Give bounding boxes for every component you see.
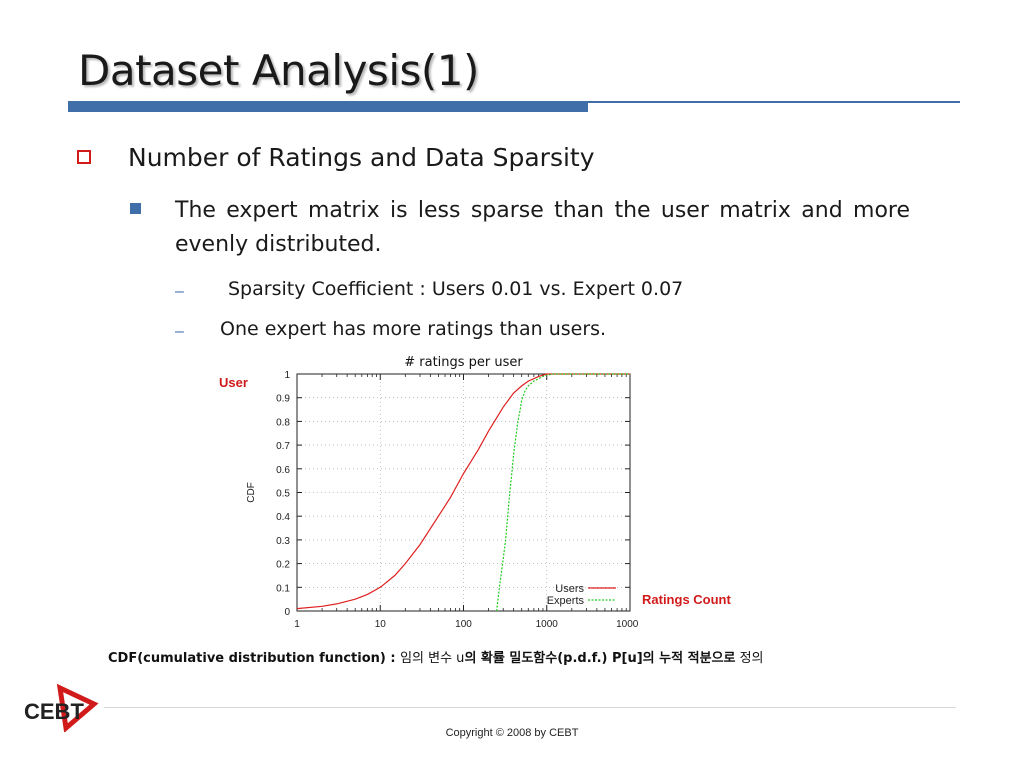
cebt-logo-text: CEBT xyxy=(24,699,84,724)
series-line-users xyxy=(296,373,630,610)
legend-label-users: Users xyxy=(555,583,584,595)
series-line-experts xyxy=(496,373,630,612)
x-tick-label: 1000 xyxy=(536,619,559,630)
caption-pdf-symbol: (p.d.f.) P[u] xyxy=(557,651,643,666)
y-tick-label: 0.5 xyxy=(276,489,290,500)
title-underline-thick xyxy=(68,101,588,112)
bullet-level1-text: Number of Ratings and Data Sparsity xyxy=(128,143,595,172)
y-tick-label: 0.3 xyxy=(276,536,290,547)
slide-title: Dataset Analysis(1) xyxy=(78,46,479,95)
sub-bullet-ratings: One expert has more ratings than users. xyxy=(220,318,607,340)
dash-bullet-icon: – xyxy=(175,323,184,340)
footer-divider xyxy=(104,707,956,708)
y-tick-label: 0.4 xyxy=(276,512,290,523)
y-tick-label: 0.1 xyxy=(276,583,290,594)
annotation-ratings-count: Ratings Count xyxy=(642,592,731,607)
y-tick-label: 0.2 xyxy=(276,560,290,571)
cdf-caption: CDF(cumulative distribution function) : … xyxy=(108,647,764,666)
annotation-user: User xyxy=(219,375,248,390)
y-tick-label: 0.7 xyxy=(276,441,290,452)
caption-random-variable: 임의 변수 u xyxy=(400,651,465,666)
y-tick-label: 0.8 xyxy=(276,417,290,428)
caption-pdf: 의 확률 밀도함수 xyxy=(464,651,558,666)
y-axis-label: CDF xyxy=(246,482,257,503)
x-tick-label: 100 xyxy=(455,619,472,630)
cebt-logo: CEBT xyxy=(24,683,99,732)
x-tick-label: 1 xyxy=(294,619,300,630)
y-tick-label: 0 xyxy=(284,607,290,618)
hollow-square-bullet-icon xyxy=(77,150,91,164)
title-underline-thin xyxy=(588,101,960,103)
x-tick-label: 10000 xyxy=(616,619,638,630)
filled-square-bullet-icon xyxy=(130,203,141,214)
caption-cumulative: 의 누적 적분으로 xyxy=(642,651,736,666)
y-tick-label: 0.6 xyxy=(276,465,290,476)
chart-title: # ratings per user xyxy=(404,355,523,370)
x-tick-label: 10 xyxy=(375,619,387,630)
y-tick-label: 1 xyxy=(284,370,290,381)
bullet-level2-text: The expert matrix is less sparse than th… xyxy=(175,198,910,257)
cdf-chart: # ratings per user 0 0.1 0.2 0.3 0.4 0.5 0.6 0.7… xyxy=(246,355,638,630)
y-tick-label: 0.9 xyxy=(276,394,290,405)
copyright-text: Copyright © 2008 by CEBT xyxy=(445,727,579,739)
legend-label-experts: Experts xyxy=(547,595,585,607)
caption-cdf-definition: CDF(cumulative distribution function) : xyxy=(108,651,401,666)
caption-defined: 정의 xyxy=(735,651,764,666)
dash-bullet-icon: – xyxy=(175,283,184,300)
plot-frame xyxy=(296,373,631,612)
sub-bullet-sparsity: Sparsity Coefficient : Users 0.01 vs. Ex… xyxy=(228,278,684,300)
